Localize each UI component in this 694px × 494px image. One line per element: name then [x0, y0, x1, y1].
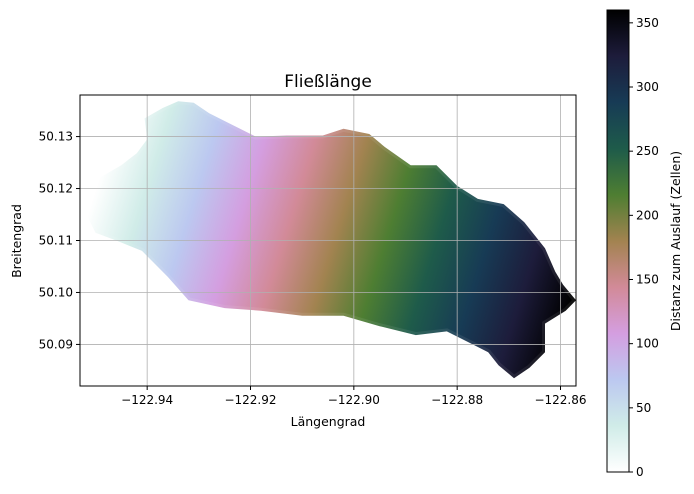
colorbar-tick-label: 350 [636, 16, 659, 30]
x-tick-label: −122.92 [224, 393, 276, 407]
watershed-texture [80, 98, 576, 382]
chart-title: Fließlänge [284, 72, 372, 92]
y-tick-label: 50.10 [39, 285, 73, 299]
x-tick-label: −122.86 [534, 393, 586, 407]
colorbar-scale [606, 9, 630, 473]
x-axis-ticks: −122.94 −122.92 −122.90 −122.88 −122.86 [121, 386, 587, 407]
x-tick-label: −122.90 [328, 393, 380, 407]
plot-area: −122.94 −122.92 −122.90 −122.88 −122.86 50.0… [39, 94, 587, 407]
y-axis-ticks: 50.09 50.10 50.11 50.12 50.13 [39, 130, 80, 351]
y-tick-label: 50.13 [39, 130, 73, 144]
colorbar-tick-label: 250 [636, 144, 659, 158]
colorbar-tick-label: 150 [636, 273, 659, 287]
grid-lines [80, 95, 576, 386]
y-tick-label: 50.11 [39, 234, 73, 248]
y-tick-label: 50.09 [39, 337, 73, 351]
colorbar-label: Distanz zum Auslauf (Zellen) [668, 151, 683, 331]
colorbar-tick-label: 50 [636, 401, 651, 415]
y-axis-label: Breitengrad [9, 204, 24, 278]
colorbar: 0 50 100 150 200 250 300 350 Distanz zum Auslau… [606, 9, 683, 479]
x-tick-label: −122.88 [431, 393, 483, 407]
colorbar-tick-label: 200 [636, 208, 659, 222]
x-tick-label: −122.94 [121, 393, 173, 407]
watershed-raster [82, 101, 576, 379]
x-axis-label: Längengrad [291, 414, 366, 429]
colorbar-tick-label: 0 [636, 465, 644, 479]
y-tick-label: 50.12 [39, 182, 73, 196]
colorbar-tick-label: 300 [636, 80, 659, 94]
colorbar-ticks: 0 50 100 150 200 250 300 350 [629, 16, 659, 479]
colorbar-tick-label: 100 [636, 337, 659, 351]
